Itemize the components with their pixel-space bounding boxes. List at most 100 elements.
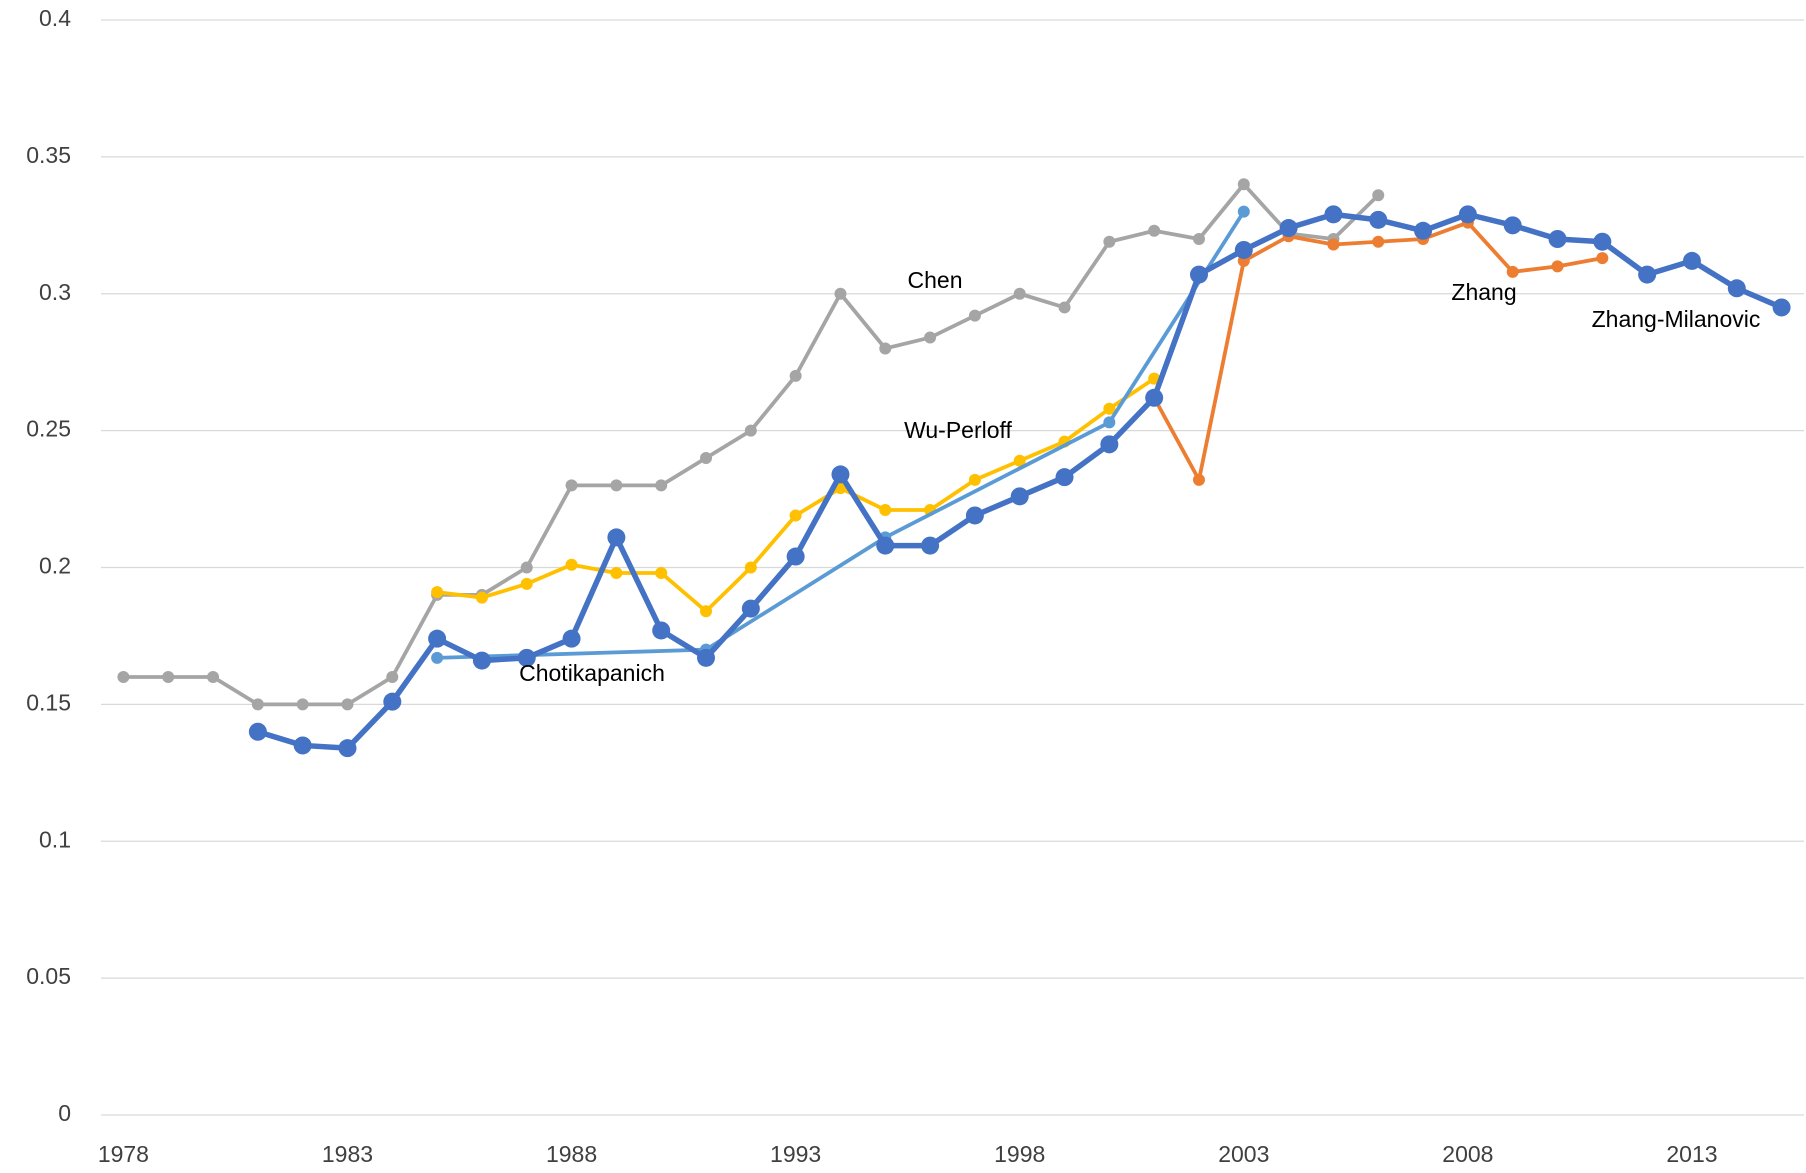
x-tick-label: 1998: [994, 1141, 1045, 1167]
data-point: [1055, 468, 1074, 487]
data-point: [520, 577, 533, 590]
data-point: [1593, 232, 1612, 251]
data-point: [655, 566, 668, 579]
data-point: [1013, 454, 1026, 467]
y-tick-label: 0.25: [26, 416, 71, 442]
data-point: [697, 648, 716, 667]
data-point: [1503, 216, 1522, 235]
data-point: [117, 671, 130, 683]
data-point: [789, 509, 802, 522]
data-point: [1058, 301, 1071, 314]
data-point: [472, 651, 491, 670]
data-point: [1596, 252, 1609, 265]
data-point: [1372, 189, 1385, 202]
data-point: [1369, 210, 1388, 229]
data-point: [428, 629, 447, 648]
data-point: [1414, 221, 1433, 240]
data-point: [1145, 388, 1164, 407]
data-point: [1010, 487, 1029, 506]
series-line: [436, 377, 1156, 614]
data-point: [1638, 265, 1657, 284]
data-point: [876, 536, 895, 555]
data-point: [565, 479, 578, 492]
data-point: [1237, 178, 1250, 191]
x-tick-label: 2013: [1666, 1141, 1717, 1167]
data-point: [610, 566, 623, 579]
series-label: Wu-Perloff: [904, 417, 1012, 443]
y-tick-label: 0.05: [26, 963, 71, 989]
data-point: [741, 599, 760, 618]
series-label: Zhang-Milanovic: [1592, 306, 1761, 332]
data-point: [1727, 279, 1746, 298]
data-point: [968, 473, 981, 486]
x-tick-label: 2008: [1442, 1141, 1493, 1167]
series-label: Chotikapanich: [519, 660, 665, 686]
series-line: [437, 210, 1246, 660]
data-point: [921, 536, 940, 555]
data-point: [1237, 205, 1250, 218]
y-tick-label: 0: [58, 1100, 71, 1126]
y-tick-label: 0.3: [39, 279, 71, 305]
data-point: [1551, 260, 1564, 273]
y-tick-label: 0.4: [39, 5, 71, 31]
data-point: [431, 586, 444, 599]
x-tick-label: 1988: [546, 1141, 597, 1167]
data-point: [744, 424, 757, 437]
data-point: [293, 736, 312, 755]
x-tick-label: 2003: [1218, 1141, 1269, 1167]
data-point: [1192, 233, 1205, 245]
data-point: [700, 452, 713, 464]
data-point: [475, 591, 488, 604]
data-point: [1279, 219, 1298, 238]
data-point: [1234, 240, 1253, 259]
data-point: [341, 698, 354, 711]
data-point: [1148, 224, 1161, 237]
data-point: [607, 528, 626, 547]
data-point: [1324, 205, 1343, 224]
data-point: [700, 605, 713, 618]
data-point: [1189, 265, 1208, 284]
data-point: [1506, 265, 1519, 278]
data-point: [383, 692, 402, 711]
data-point: [1192, 473, 1205, 486]
data-point: [1458, 205, 1477, 224]
y-tick-label: 0.15: [26, 689, 71, 715]
series-label: Zhang: [1451, 279, 1516, 305]
data-point: [744, 561, 757, 574]
data-point: [1548, 230, 1567, 248]
data-point: [431, 651, 444, 664]
data-point: [565, 558, 578, 571]
data-point: [1100, 435, 1119, 454]
data-point: [520, 561, 533, 574]
data-point: [251, 698, 264, 711]
data-point: [789, 369, 802, 382]
data-point: [1772, 298, 1791, 317]
data-point: [248, 722, 267, 741]
y-tick-label: 0.2: [39, 553, 71, 579]
data-point: [652, 621, 671, 640]
data-point: [968, 309, 981, 322]
data-point: [786, 547, 805, 566]
data-point: [1682, 251, 1701, 270]
series-line: [123, 182, 1380, 707]
data-point: [879, 342, 892, 355]
data-point: [610, 479, 623, 492]
data-point: [965, 506, 984, 525]
y-tick-label: 0.35: [26, 142, 71, 168]
data-point: [207, 671, 220, 683]
data-point: [834, 287, 847, 300]
data-point: [1327, 238, 1340, 251]
data-point: [517, 648, 536, 667]
data-point: [1372, 235, 1385, 248]
data-point: [924, 331, 937, 344]
data-point: [338, 739, 357, 758]
data-point: [296, 698, 309, 711]
data-point: [831, 465, 850, 484]
data-point: [1103, 416, 1116, 429]
series-label: Chen: [908, 267, 963, 293]
x-tick-label: 1978: [98, 1141, 149, 1167]
x-tick-label: 1993: [770, 1141, 821, 1167]
data-point: [562, 629, 581, 648]
